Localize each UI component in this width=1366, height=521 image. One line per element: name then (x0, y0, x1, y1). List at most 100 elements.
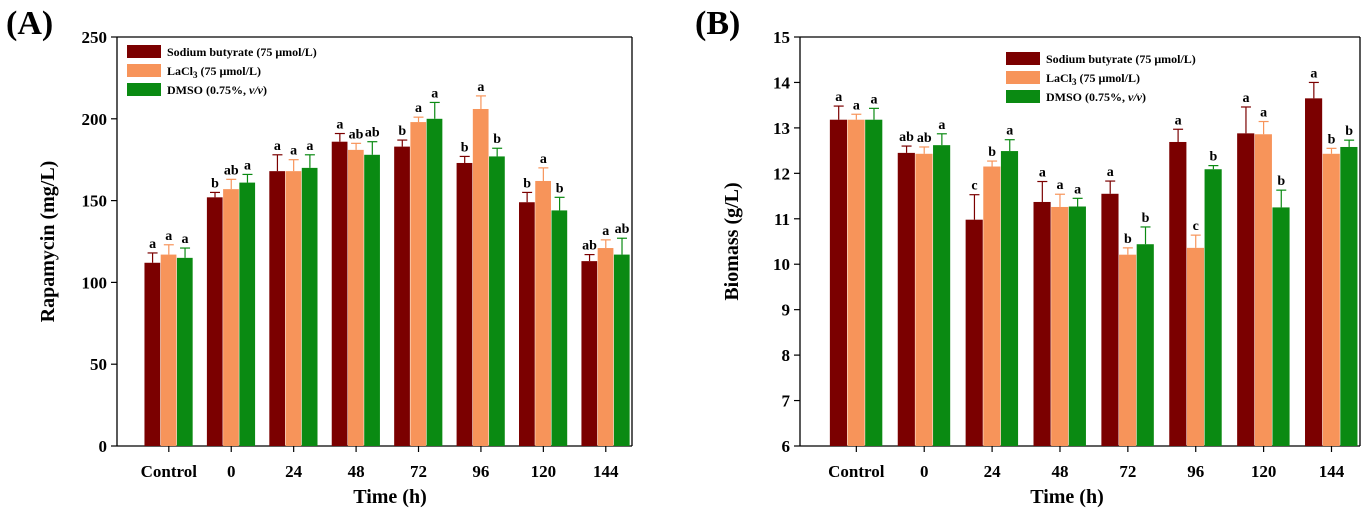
significance-label: a (182, 232, 189, 247)
significance-label: a (835, 90, 842, 105)
significance-label: a (306, 139, 313, 154)
x-tick-label: 24 (285, 462, 303, 481)
significance-label: a (1039, 166, 1046, 181)
legend-entry: Sodium butyrate (75 μmol/L) (167, 45, 317, 59)
significance-label: a (149, 237, 156, 252)
bar (847, 119, 865, 446)
legend-entry: Sodium butyrate (75 μmol/L) (1046, 52, 1196, 66)
significance-label: a (274, 139, 281, 154)
significance-label: ab (582, 239, 597, 254)
bar (865, 119, 883, 446)
y-axis-title: Biomass (g/L) (721, 182, 743, 300)
y-tick-label: 13 (773, 119, 790, 138)
bar (1340, 146, 1358, 446)
significance-label: a (336, 118, 343, 133)
bar (239, 182, 256, 446)
chart-panel-a: (A) 0 50 100 150 200 250 Rapamycin (mg/L) Contro… (6, 5, 633, 508)
bar (1119, 254, 1137, 446)
y-tick-label: 200 (82, 110, 108, 129)
bar (394, 146, 410, 446)
y-tick-label: 150 (82, 192, 108, 211)
x-tick-label: 120 (1251, 462, 1277, 481)
bar (410, 122, 427, 447)
x-tick-label: Control (141, 462, 198, 481)
legend-swatch (1006, 71, 1040, 84)
bar (331, 141, 348, 447)
significance-label: b (1328, 132, 1336, 147)
bar (983, 166, 1001, 446)
significance-label: a (165, 229, 172, 244)
bar (1136, 244, 1154, 446)
bar (597, 248, 614, 446)
x-tick-label: 48 (348, 462, 365, 481)
panel-label: (B) (695, 5, 740, 42)
significance-label: ab (615, 222, 630, 237)
legend: Sodium butyrate (75 μmol/L) LaCl3 (75 μmo… (127, 45, 317, 97)
significance-label: c (971, 179, 977, 194)
significance-label: b (1345, 124, 1353, 139)
bar (1322, 153, 1340, 446)
legend-entry: DMSO (0.75%, v/v) (167, 83, 267, 97)
x-tick-label: 48 (1051, 462, 1068, 481)
significance-label: a (602, 224, 609, 239)
bar (1204, 169, 1222, 446)
bar (176, 257, 193, 446)
bar (144, 262, 161, 446)
y-tick-label: 8 (782, 346, 791, 365)
legend-swatch (127, 83, 161, 96)
significance-label: a (540, 152, 547, 167)
significance-label: a (1074, 182, 1081, 197)
y-tick-label: 12 (773, 164, 790, 183)
bar (269, 171, 286, 447)
legend-swatch (1006, 52, 1040, 65)
significance-label: b (556, 181, 564, 196)
significance-label: b (988, 145, 996, 160)
x-tick-label: 0 (227, 462, 236, 481)
bar (456, 162, 473, 447)
significance-label: c (1193, 219, 1199, 234)
significance-label: b (1209, 150, 1217, 165)
significance-label: ab (349, 127, 364, 142)
significance-label: a (1260, 106, 1267, 121)
bar (519, 202, 535, 446)
significance-label: b (523, 176, 531, 191)
y-tick-label: 250 (82, 28, 108, 47)
x-axis-title: Time (h) (353, 486, 427, 508)
y-tick-label: 0 (99, 437, 108, 456)
bar (1272, 207, 1290, 446)
bar (613, 254, 630, 446)
significance-label: a (938, 118, 945, 133)
y-tick-label: 7 (782, 392, 791, 411)
bar (489, 156, 505, 447)
bar (1186, 247, 1205, 446)
panel-label: (A) (6, 5, 53, 42)
legend-swatch (1006, 90, 1040, 103)
x-axis-title: Time (h) (1030, 486, 1104, 508)
x-tick-label: 0 (920, 462, 929, 481)
significance-label: a (244, 158, 251, 173)
bar (551, 210, 568, 446)
legend: Sodium butyrate (75 μmol/L) LaCl3 (75 μmo… (1006, 52, 1196, 104)
significance-label: a (1310, 66, 1317, 81)
bar (897, 152, 915, 446)
bar (1237, 133, 1255, 446)
x-tick-label: 96 (1187, 462, 1204, 481)
y-tick-label: 6 (782, 437, 791, 456)
x-tick-label: 120 (531, 462, 557, 481)
significance-label: ab (899, 130, 914, 145)
bar (1305, 98, 1323, 446)
x-tick-label: 96 (472, 462, 489, 481)
legend-swatch (127, 64, 161, 77)
bar (426, 118, 443, 447)
legend-entry: DMSO (0.75%, v/v) (1046, 90, 1146, 104)
bar (206, 197, 223, 446)
y-tick-label: 100 (82, 273, 108, 292)
significance-label: a (1107, 165, 1114, 180)
bar (829, 119, 848, 446)
bar (1051, 206, 1069, 446)
bar (1033, 201, 1051, 446)
chart-panel-b: (B) 6 7 8 9 10 11 12 13 14 15 Biomass (g/L) Control a… (695, 5, 1361, 508)
bar (1169, 141, 1187, 446)
significance-label: a (853, 98, 860, 113)
